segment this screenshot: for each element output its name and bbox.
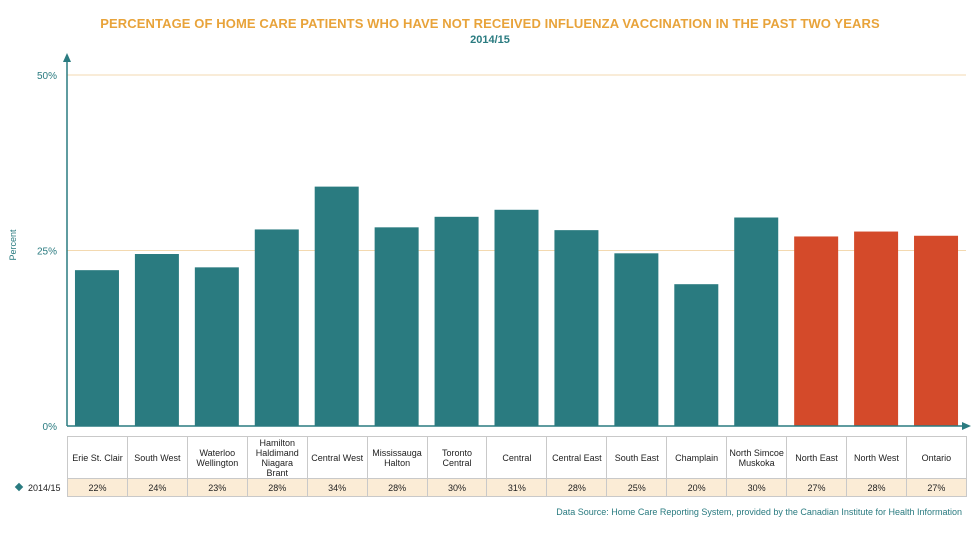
bar [254, 229, 299, 426]
category-label: Erie St. Clair [67, 436, 128, 479]
category-label: Central [486, 436, 548, 479]
category-label: South West [126, 436, 188, 479]
category-label: Waterloo Wellington [186, 436, 248, 479]
bar [854, 231, 899, 426]
value-label: 28% [845, 478, 907, 497]
value-label: 30% [426, 478, 488, 497]
y-tick-labels: 0% 25% 50% [37, 71, 57, 433]
bar [134, 254, 179, 426]
value-label: 24% [126, 478, 188, 497]
value-label: 30% [726, 478, 788, 497]
category-row: Erie St. Clair South West Waterloo Welling… [67, 436, 967, 479]
bar [434, 216, 479, 426]
category-label: South East [606, 436, 668, 479]
category-label: Champlain [666, 436, 728, 479]
diamond-marker-icon [14, 482, 24, 492]
value-label: 31% [486, 478, 548, 497]
category-label: Hamilton Haldimand Niagara Brant [246, 436, 308, 479]
y-tick-label: 0% [43, 422, 58, 433]
bar [374, 227, 419, 426]
bar [194, 267, 239, 426]
bar-chart: 0% 25% 50% Percent [8, 53, 971, 433]
value-label: 25% [606, 478, 668, 497]
value-label: 23% [186, 478, 248, 497]
bar [554, 230, 599, 426]
bar [614, 253, 659, 426]
category-label: North East [786, 436, 847, 479]
chart-subtitle: 2014/15 [470, 34, 510, 46]
chart-title: PERCENTAGE OF HOME CARE PATIENTS WHO HAV… [100, 16, 880, 31]
value-label: 22% [67, 478, 128, 497]
category-label: Ontario [905, 436, 967, 479]
y-tick-label: 50% [37, 71, 57, 82]
category-label: North Simcoe Muskoka [726, 436, 788, 479]
category-label: North West [845, 436, 907, 479]
y-axis-arrow-icon [63, 53, 71, 62]
value-label: 28% [246, 478, 308, 497]
value-label: 28% [366, 478, 428, 497]
bars [74, 186, 959, 426]
value-label: 28% [546, 478, 608, 497]
series-name: 2014/15 [28, 483, 61, 493]
category-label: Central West [306, 436, 368, 479]
x-axis-arrow-icon [962, 422, 971, 430]
bar [794, 236, 839, 426]
bar [674, 284, 719, 426]
category-label: Mississauga Halton [366, 436, 428, 479]
y-axis-label: Percent [8, 229, 18, 261]
bar [494, 209, 539, 426]
value-label: 27% [786, 478, 847, 497]
y-tick-label: 25% [37, 247, 57, 258]
category-label: Toronto Central [426, 436, 488, 479]
data-table: Erie St. Clair South West Waterloo Welling… [67, 436, 967, 497]
value-row: 22% 24% 23% 28% 34% 28% 30% 31% 28% 25% 20% 30% 27% 2… [67, 478, 967, 497]
value-label: 20% [666, 478, 728, 497]
axes [63, 53, 971, 430]
value-label: 34% [306, 478, 368, 497]
bar [74, 270, 119, 426]
data-source: Data Source: Home Care Reporting System,… [556, 507, 962, 517]
bar [734, 217, 779, 426]
bar [314, 186, 359, 426]
category-label: Central East [546, 436, 608, 479]
series-legend: 2014/15 [14, 482, 61, 493]
value-label: 27% [905, 478, 967, 497]
bar [914, 235, 959, 426]
